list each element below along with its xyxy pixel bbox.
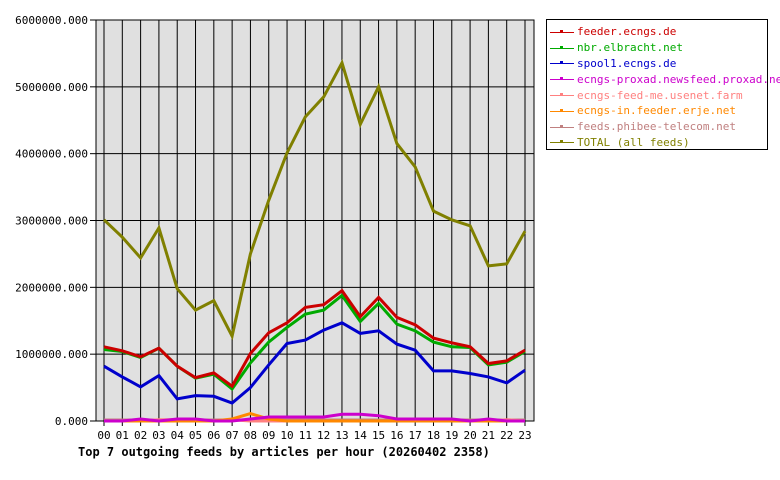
svg-text:11: 11 xyxy=(299,429,312,442)
svg-text:3000000.000: 3000000.000 xyxy=(15,215,88,228)
svg-text:22: 22 xyxy=(500,429,513,442)
svg-text:10: 10 xyxy=(280,429,293,442)
legend-label: feeds.phibee-telecom.net xyxy=(577,120,736,134)
legend-label: ecngs-feed-me.usenet.farm xyxy=(577,88,743,102)
svg-text:17: 17 xyxy=(409,429,422,442)
legend-label: ecngs-in.feeder.erje.net xyxy=(577,104,736,118)
svg-text:12: 12 xyxy=(317,429,330,442)
legend-line-marker-icon xyxy=(550,107,574,115)
legend-item: ecngs-feed-me.usenet.farm xyxy=(550,87,767,103)
legend-line-marker-icon xyxy=(550,138,574,146)
svg-text:08: 08 xyxy=(244,429,257,442)
chart-caption: Top 7 outgoing feeds by articles per hou… xyxy=(78,445,490,459)
svg-text:0.000: 0.000 xyxy=(55,415,88,428)
legend-label: ecngs-proxad.newsfeed.proxad.net xyxy=(577,72,780,86)
legend-line-marker-icon xyxy=(550,28,574,36)
series-lines xyxy=(102,58,527,423)
svg-text:05: 05 xyxy=(189,429,202,442)
legend-label: nbr.elbracht.net xyxy=(577,41,683,55)
legend-label: spool1.ecngs.de xyxy=(577,56,677,70)
svg-text:19: 19 xyxy=(445,429,458,442)
y-axis: 0.000 1000000.000 2000000.000 3000000.000 40… xyxy=(15,14,96,428)
svg-text:15: 15 xyxy=(372,429,385,442)
svg-text:07: 07 xyxy=(226,429,239,442)
legend-line-marker-icon xyxy=(550,44,574,52)
legend-line-marker-icon xyxy=(550,123,574,131)
legend-item: TOTAL (all feeds) xyxy=(550,135,767,151)
legend-line-marker-icon xyxy=(550,59,574,67)
legend-item: feeds.phibee-telecom.net xyxy=(550,119,767,135)
svg-text:2000000.000: 2000000.000 xyxy=(15,281,88,294)
svg-text:06: 06 xyxy=(207,429,220,442)
legend-label: TOTAL (all feeds) xyxy=(577,135,690,149)
svg-text:18: 18 xyxy=(427,429,440,442)
svg-text:23: 23 xyxy=(518,429,531,442)
legend-line-marker-icon xyxy=(550,91,574,99)
svg-text:4000000.000: 4000000.000 xyxy=(15,148,88,161)
svg-text:14: 14 xyxy=(354,429,368,442)
x-axis: 00 01 02 03 04 05 06 07 08 09 10 11 12 13 14 15 16 17 18 19… xyxy=(97,421,532,442)
svg-text:20: 20 xyxy=(463,429,476,442)
svg-text:04: 04 xyxy=(171,429,185,442)
svg-text:1000000.000: 1000000.000 xyxy=(15,348,88,361)
svg-text:09: 09 xyxy=(262,429,275,442)
legend: feeder.ecngs.de nbr.elbracht.net spool1.… xyxy=(546,19,780,151)
legend-line-marker-icon xyxy=(550,75,574,83)
svg-text:21: 21 xyxy=(482,429,495,442)
legend-item: spool1.ecngs.de xyxy=(550,56,767,72)
svg-text:03: 03 xyxy=(152,429,165,442)
svg-text:00: 00 xyxy=(97,429,110,442)
svg-text:13: 13 xyxy=(335,429,348,442)
svg-text:01: 01 xyxy=(116,429,129,442)
svg-text:5000000.000: 5000000.000 xyxy=(15,81,88,94)
svg-text:16: 16 xyxy=(390,429,403,442)
legend-item: ecngs-in.feeder.erje.net xyxy=(550,103,767,119)
svg-text:02: 02 xyxy=(134,429,147,442)
legend-item: ecngs-proxad.newsfeed.proxad.net xyxy=(550,71,780,87)
legend-item: nbr.elbracht.net xyxy=(550,40,767,56)
legend-item: feeder.ecngs.de xyxy=(550,24,767,40)
legend-label: feeder.ecngs.de xyxy=(577,25,677,39)
svg-text:6000000.000: 6000000.000 xyxy=(15,14,88,27)
